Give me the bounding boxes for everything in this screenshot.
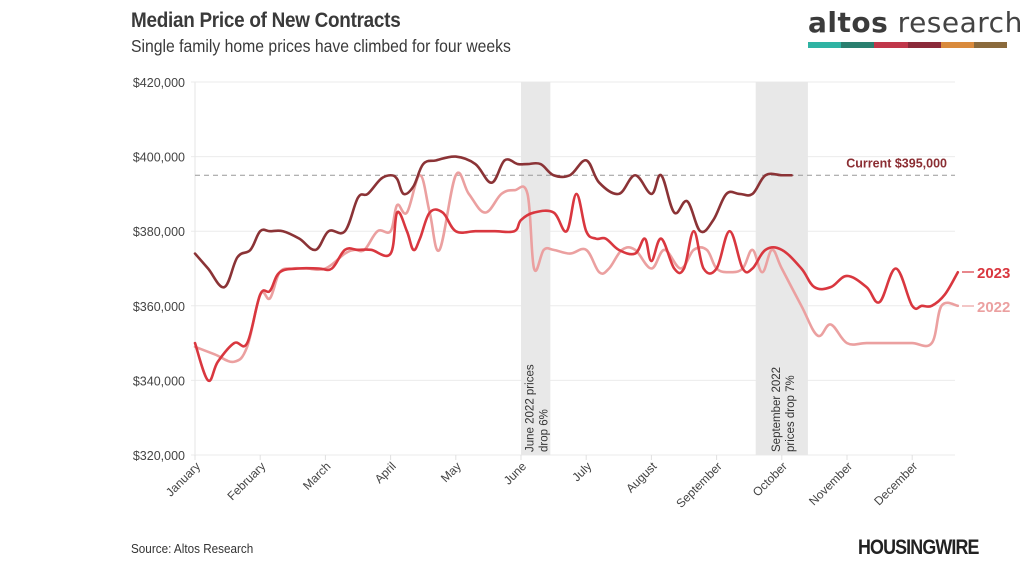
reference-line-label: Current $395,000 (846, 156, 947, 170)
shaded-region (521, 82, 551, 455)
y-axis: $320,000 $340,000 $360,000 $380,000 $400,000… (133, 76, 185, 463)
x-tick-label: June (501, 459, 530, 488)
logo-bar-segment (841, 42, 875, 48)
logo-bar-segment (874, 42, 908, 48)
logo-bar-segment (907, 42, 941, 48)
series-label-2023: 2023 (977, 265, 1010, 282)
y-tick-label: $420,000 (133, 76, 185, 90)
y-tick-label: $400,000 (133, 151, 185, 165)
x-tick-label: July (569, 459, 594, 484)
altos-research-logo: altos research (808, 6, 1022, 48)
series-label-2022: 2022 (977, 299, 1010, 316)
shaded-region-label: September 2022 (771, 367, 783, 452)
shaded-region-label: drop 6% (539, 409, 551, 452)
shaded-region-label: prices drop 7% (785, 375, 797, 452)
x-tick-label: November (806, 459, 855, 508)
series-line-2023 (193, 192, 960, 383)
housingwire-logo: HOUSINGWIRE (858, 536, 979, 559)
x-tick-label: August (623, 459, 660, 496)
logo-bar-segment (973, 42, 1008, 48)
series-line-2022 (193, 171, 960, 364)
x-tick-label: February (224, 459, 268, 503)
x-tick-label: September (673, 459, 724, 510)
shaded-region-label: June 2022 prices (525, 364, 537, 452)
x-tick-label: April (372, 459, 399, 486)
y-tick-label: $360,000 (133, 300, 185, 314)
logo-color-bar (808, 42, 1008, 48)
series-line-2024 (193, 155, 793, 289)
reference-line-group: Current $395,000 (195, 156, 955, 176)
x-axis: January February March April May June July Augu… (163, 455, 920, 511)
grid-lines (191, 81, 955, 456)
logo-bar-segment (808, 42, 842, 48)
logo-bar-segment (940, 42, 974, 48)
y-tick-label: $340,000 (133, 374, 185, 388)
x-tick-label: May (438, 459, 464, 485)
chart-title: Median Price of New Contracts (131, 9, 401, 32)
chart-subtitle: Single family home prices have climbed f… (131, 36, 511, 56)
y-tick-label: $320,000 (133, 449, 185, 463)
x-tick-label: January (163, 459, 203, 499)
series-end-labels: 2022 2023 (962, 265, 1010, 316)
y-tick-label: $380,000 (133, 225, 185, 239)
x-tick-label: October (750, 459, 790, 499)
logo-light-word: research (888, 6, 1023, 39)
logo-text: altos research (808, 6, 1022, 39)
series-lines (193, 155, 960, 383)
logo-bold-word: altos (808, 6, 889, 39)
source-note: Source: Altos Research (131, 541, 254, 556)
x-tick-label: March (300, 459, 333, 492)
x-tick-label: December (871, 459, 920, 508)
